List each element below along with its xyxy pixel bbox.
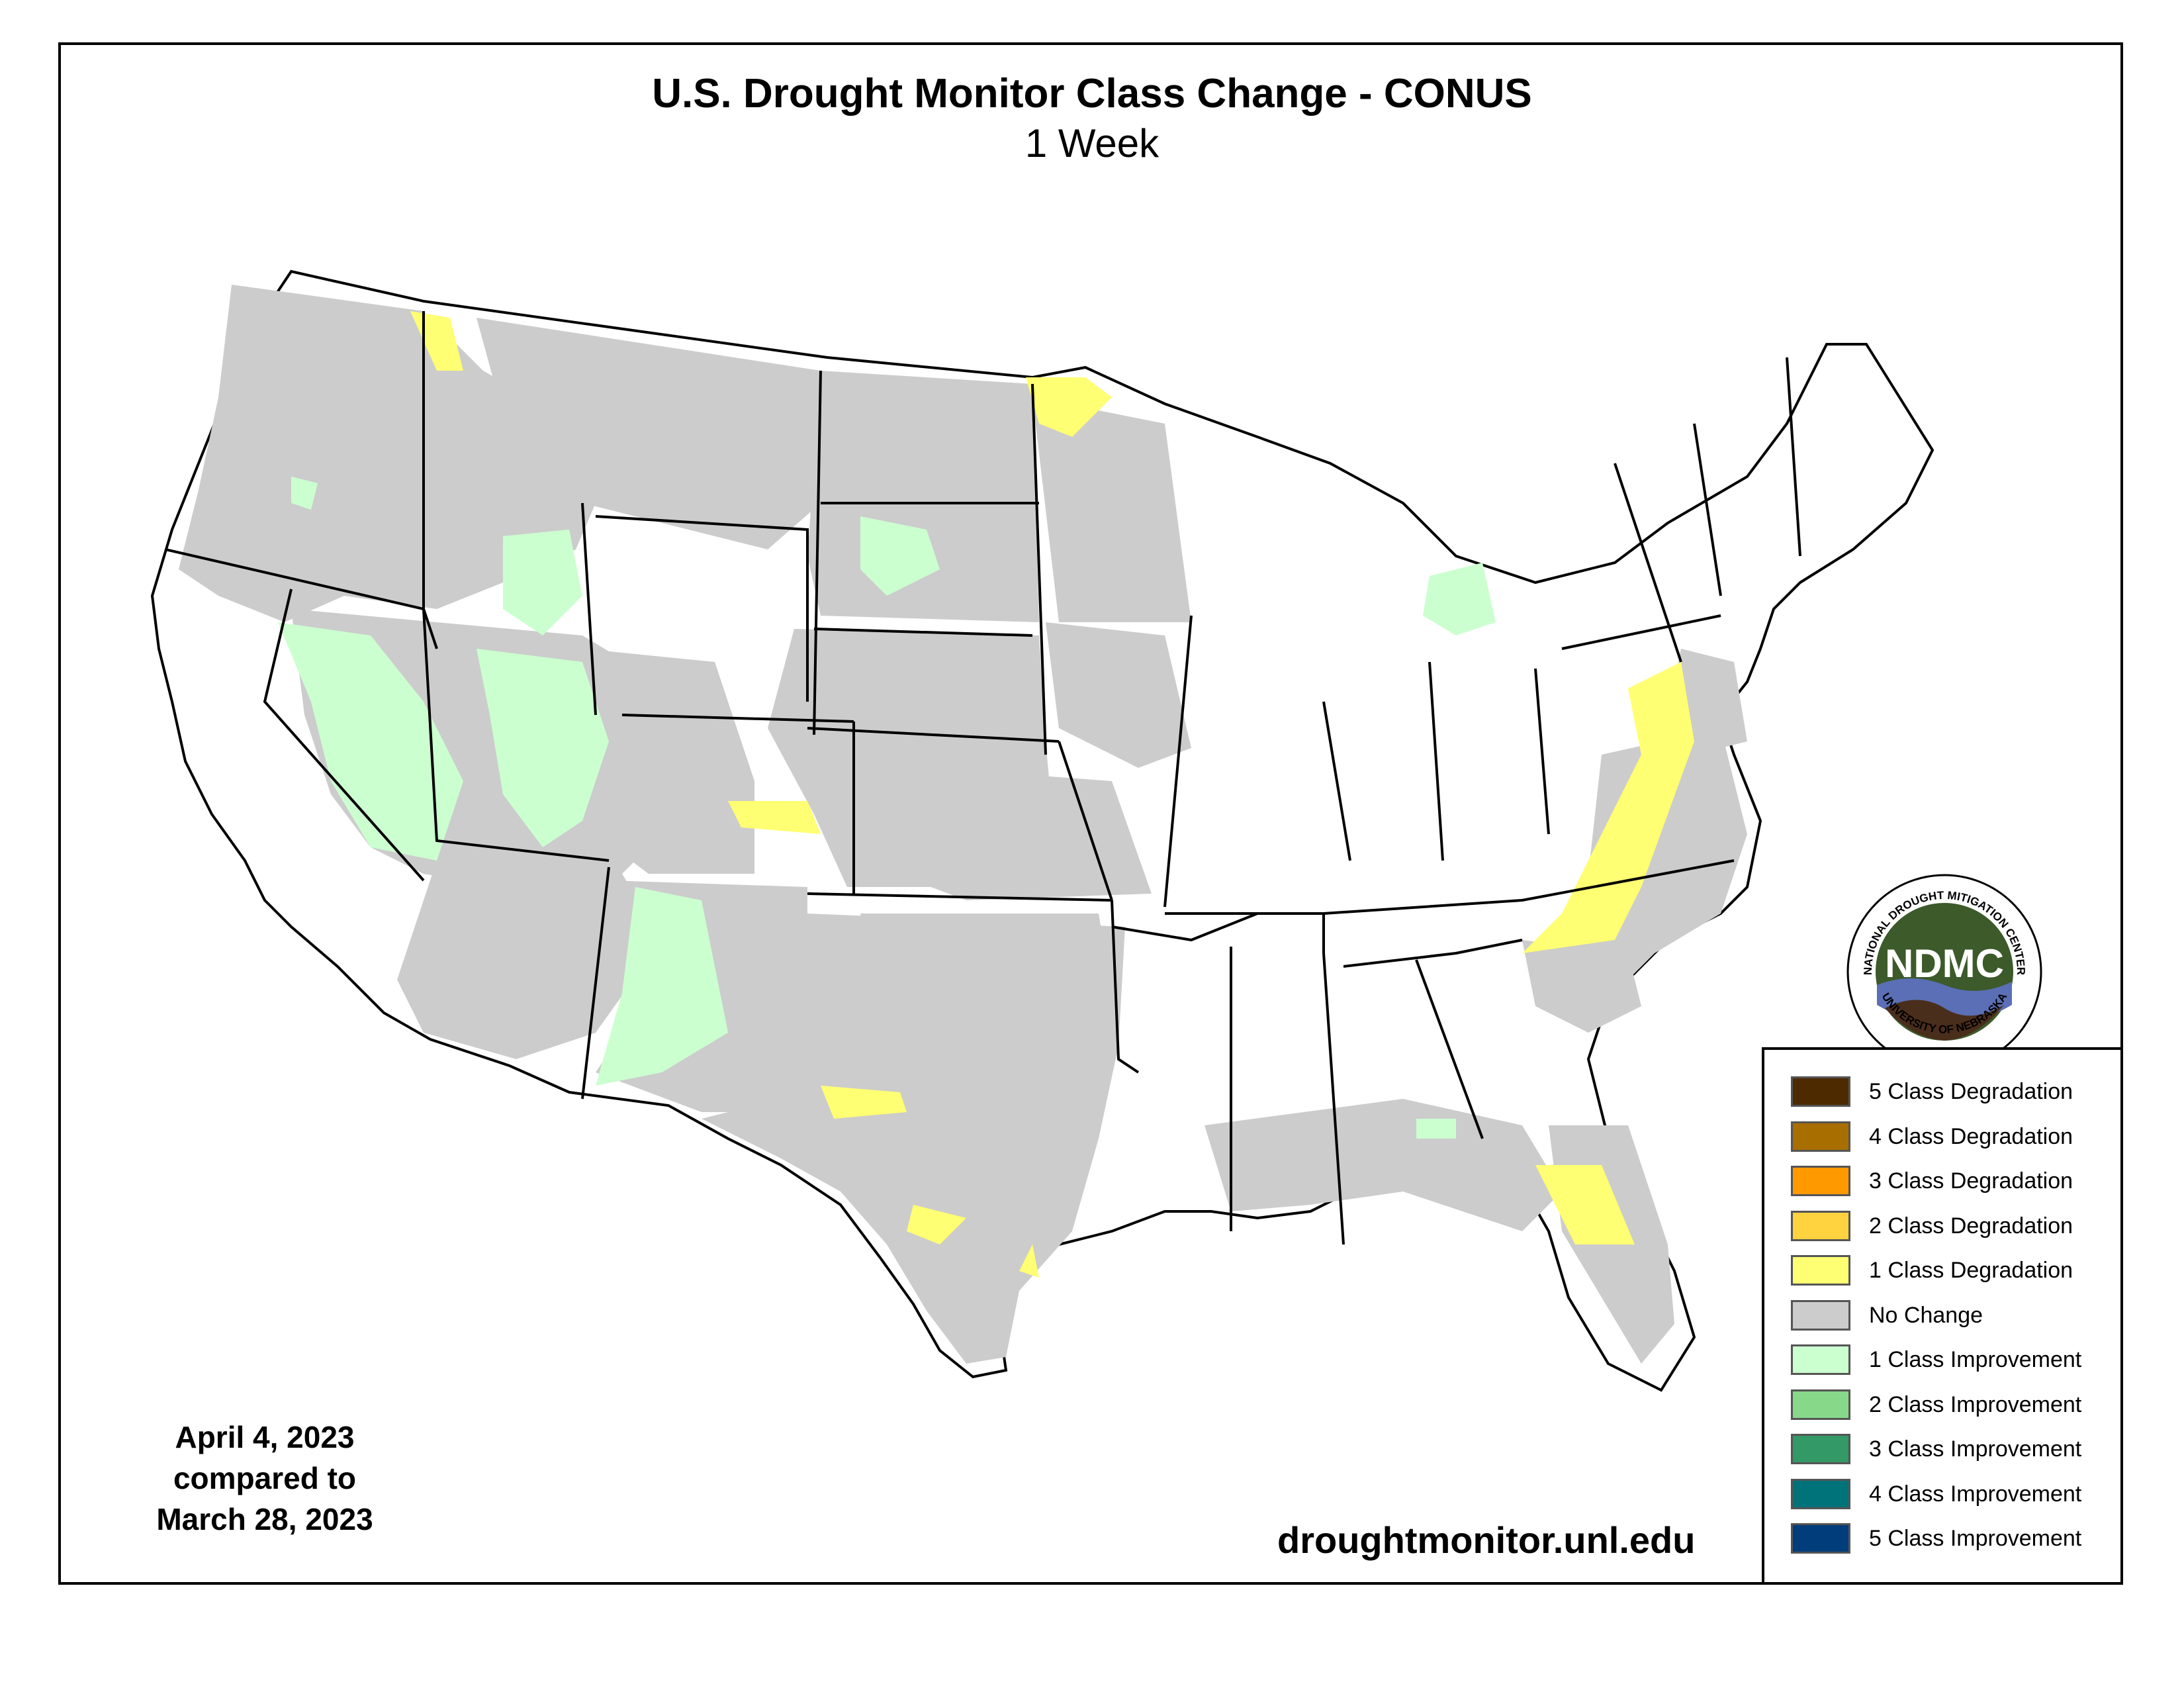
legend-swatch <box>1791 1210 1850 1241</box>
legend-item: 5 Class Degradation <box>1791 1076 2122 1111</box>
map-title: U.S. Drought Monitor Class Change - CONU… <box>652 71 1532 117</box>
compared-to-text: compared to <box>173 1461 357 1495</box>
legend-item: 4 Class Improvement <box>1791 1478 2122 1513</box>
source-url: droughtmonitor.unl.edu <box>1277 1519 1696 1561</box>
legend-swatch <box>1791 1255 1850 1286</box>
legend-label: 2 Class Improvement <box>1869 1391 2082 1417</box>
legend-swatch <box>1791 1523 1850 1554</box>
legend-item: 1 Class Degradation <box>1791 1255 2122 1289</box>
legend-item: 1 Class Improvement <box>1791 1344 2122 1379</box>
legend-label: 3 Class Degradation <box>1869 1168 2073 1194</box>
legend-swatch <box>1791 1076 1850 1107</box>
previous-date: March 28, 2023 <box>156 1502 373 1536</box>
legend-label: 1 Class Improvement <box>1869 1347 2082 1372</box>
date-comparison: April 4, 2023 compared to March 28, 2023 <box>119 1417 410 1540</box>
legend-swatch <box>1791 1389 1850 1420</box>
map-subtitle: 1 Week <box>1024 121 1160 165</box>
legend-label: 3 Class Improvement <box>1869 1436 2082 1462</box>
legend-item: No Change <box>1791 1299 2122 1335</box>
ndmc-logo-text: NDMC <box>1885 941 2004 986</box>
legend-label: 1 Class Degradation <box>1869 1258 2073 1283</box>
current-date: April 4, 2023 <box>175 1420 355 1454</box>
legend-swatch <box>1791 1166 1850 1196</box>
legend-item: 2 Class Degradation <box>1791 1210 2122 1245</box>
legend-label: 5 Class Improvement <box>1869 1526 2082 1551</box>
legend-label: No Change <box>1869 1302 1983 1328</box>
state-boundaries <box>165 311 1801 1245</box>
legend-label: 5 Class Degradation <box>1869 1079 2073 1104</box>
legend: 5 Class Degradation 4 Class Degradation 3 … <box>1762 1047 2123 1585</box>
legend-item: 2 Class Improvement <box>1791 1389 2122 1424</box>
degradation-areas <box>410 311 1694 1278</box>
legend-item: 4 Class Degradation <box>1791 1121 2122 1156</box>
legend-item: 3 Class Improvement <box>1791 1434 2122 1468</box>
legend-item: 5 Class Improvement <box>1791 1523 2122 1558</box>
ndmc-logo: NDMC NATIONAL DROUGHT MITIGATION CENTER … <box>1846 874 2042 1070</box>
legend-swatch <box>1791 1299 1850 1331</box>
legend-label: 4 Class Degradation <box>1869 1123 2073 1149</box>
legend-swatch <box>1791 1478 1850 1509</box>
legend-label: 4 Class Improvement <box>1869 1481 2082 1507</box>
legend-swatch <box>1791 1434 1850 1464</box>
legend-label: 2 Class Degradation <box>1869 1213 2073 1239</box>
legend-swatch <box>1791 1121 1850 1152</box>
legend-swatch <box>1791 1344 1850 1375</box>
improvement-areas <box>278 477 1496 1139</box>
legend-item: 3 Class Degradation <box>1791 1166 2122 1200</box>
